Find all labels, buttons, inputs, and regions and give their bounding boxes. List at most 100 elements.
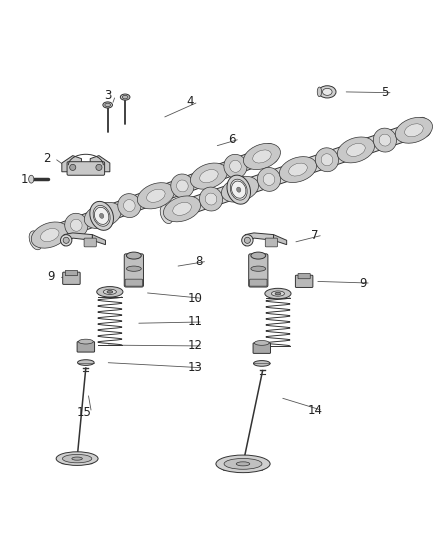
Text: 10: 10: [187, 292, 202, 305]
Text: 3: 3: [104, 89, 111, 102]
Ellipse shape: [258, 167, 281, 191]
Ellipse shape: [173, 203, 191, 215]
Ellipse shape: [317, 87, 321, 96]
Ellipse shape: [199, 187, 223, 211]
Polygon shape: [56, 458, 98, 464]
Polygon shape: [33, 146, 274, 248]
FancyBboxPatch shape: [125, 279, 143, 286]
Ellipse shape: [78, 360, 94, 366]
Ellipse shape: [244, 143, 280, 169]
Ellipse shape: [272, 291, 285, 296]
Ellipse shape: [236, 462, 250, 466]
Text: 9: 9: [359, 277, 367, 289]
Ellipse shape: [232, 181, 246, 198]
Ellipse shape: [124, 200, 135, 212]
Ellipse shape: [289, 163, 307, 176]
Text: 14: 14: [307, 404, 322, 417]
Ellipse shape: [127, 252, 141, 259]
FancyBboxPatch shape: [77, 342, 95, 352]
Circle shape: [242, 235, 253, 246]
Ellipse shape: [41, 229, 59, 241]
Circle shape: [70, 164, 76, 171]
Ellipse shape: [230, 160, 241, 172]
Polygon shape: [216, 464, 270, 471]
Ellipse shape: [29, 231, 42, 250]
FancyBboxPatch shape: [63, 272, 80, 285]
Ellipse shape: [265, 288, 291, 299]
Ellipse shape: [191, 163, 227, 189]
Text: 12: 12: [187, 340, 202, 352]
Ellipse shape: [230, 179, 247, 200]
Ellipse shape: [78, 339, 93, 344]
Ellipse shape: [103, 289, 117, 294]
FancyBboxPatch shape: [124, 254, 144, 287]
Polygon shape: [245, 233, 274, 246]
FancyBboxPatch shape: [253, 343, 271, 353]
Ellipse shape: [138, 183, 174, 209]
Ellipse shape: [227, 175, 251, 204]
Ellipse shape: [99, 213, 104, 219]
Ellipse shape: [224, 458, 262, 469]
Text: 15: 15: [76, 406, 91, 419]
Ellipse shape: [118, 193, 141, 217]
Ellipse shape: [93, 205, 110, 227]
Ellipse shape: [254, 341, 269, 345]
Ellipse shape: [396, 117, 432, 143]
Polygon shape: [90, 156, 110, 172]
Text: 13: 13: [187, 361, 202, 374]
FancyBboxPatch shape: [249, 254, 268, 287]
Text: 6: 6: [228, 133, 236, 146]
Text: 7: 7: [311, 229, 319, 241]
Ellipse shape: [315, 148, 339, 172]
Ellipse shape: [379, 134, 391, 146]
Text: 2: 2: [43, 152, 50, 165]
Circle shape: [96, 164, 102, 171]
Ellipse shape: [85, 203, 121, 229]
Polygon shape: [62, 156, 81, 172]
Ellipse shape: [405, 124, 423, 137]
Circle shape: [63, 237, 69, 244]
Ellipse shape: [56, 452, 98, 465]
Ellipse shape: [222, 176, 258, 202]
Ellipse shape: [147, 189, 165, 203]
Ellipse shape: [71, 219, 82, 231]
Ellipse shape: [321, 154, 333, 166]
Ellipse shape: [224, 155, 247, 178]
Circle shape: [244, 237, 251, 244]
Ellipse shape: [346, 143, 365, 156]
FancyBboxPatch shape: [298, 273, 310, 279]
Ellipse shape: [171, 174, 194, 198]
Polygon shape: [92, 235, 106, 245]
Ellipse shape: [160, 205, 173, 224]
Ellipse shape: [337, 137, 374, 163]
Ellipse shape: [103, 102, 113, 108]
Ellipse shape: [72, 457, 82, 460]
Ellipse shape: [237, 187, 241, 192]
Ellipse shape: [418, 117, 431, 136]
Ellipse shape: [200, 169, 218, 183]
Ellipse shape: [231, 183, 249, 196]
Ellipse shape: [163, 196, 201, 222]
Polygon shape: [274, 235, 287, 245]
Ellipse shape: [263, 173, 275, 185]
Ellipse shape: [105, 103, 110, 107]
Ellipse shape: [94, 209, 112, 222]
Ellipse shape: [254, 361, 270, 366]
Ellipse shape: [122, 95, 128, 99]
Text: 1: 1: [21, 173, 28, 185]
Text: 5: 5: [381, 86, 389, 99]
Polygon shape: [164, 119, 427, 222]
Ellipse shape: [97, 287, 123, 297]
Text: 8: 8: [196, 255, 203, 268]
Ellipse shape: [65, 213, 88, 237]
Ellipse shape: [63, 455, 92, 463]
Ellipse shape: [205, 193, 217, 205]
Text: 11: 11: [187, 316, 202, 328]
Ellipse shape: [107, 290, 113, 293]
Ellipse shape: [90, 201, 113, 230]
Ellipse shape: [275, 292, 281, 295]
Polygon shape: [64, 233, 92, 246]
FancyBboxPatch shape: [65, 270, 78, 276]
Ellipse shape: [31, 222, 68, 248]
FancyBboxPatch shape: [265, 238, 278, 247]
